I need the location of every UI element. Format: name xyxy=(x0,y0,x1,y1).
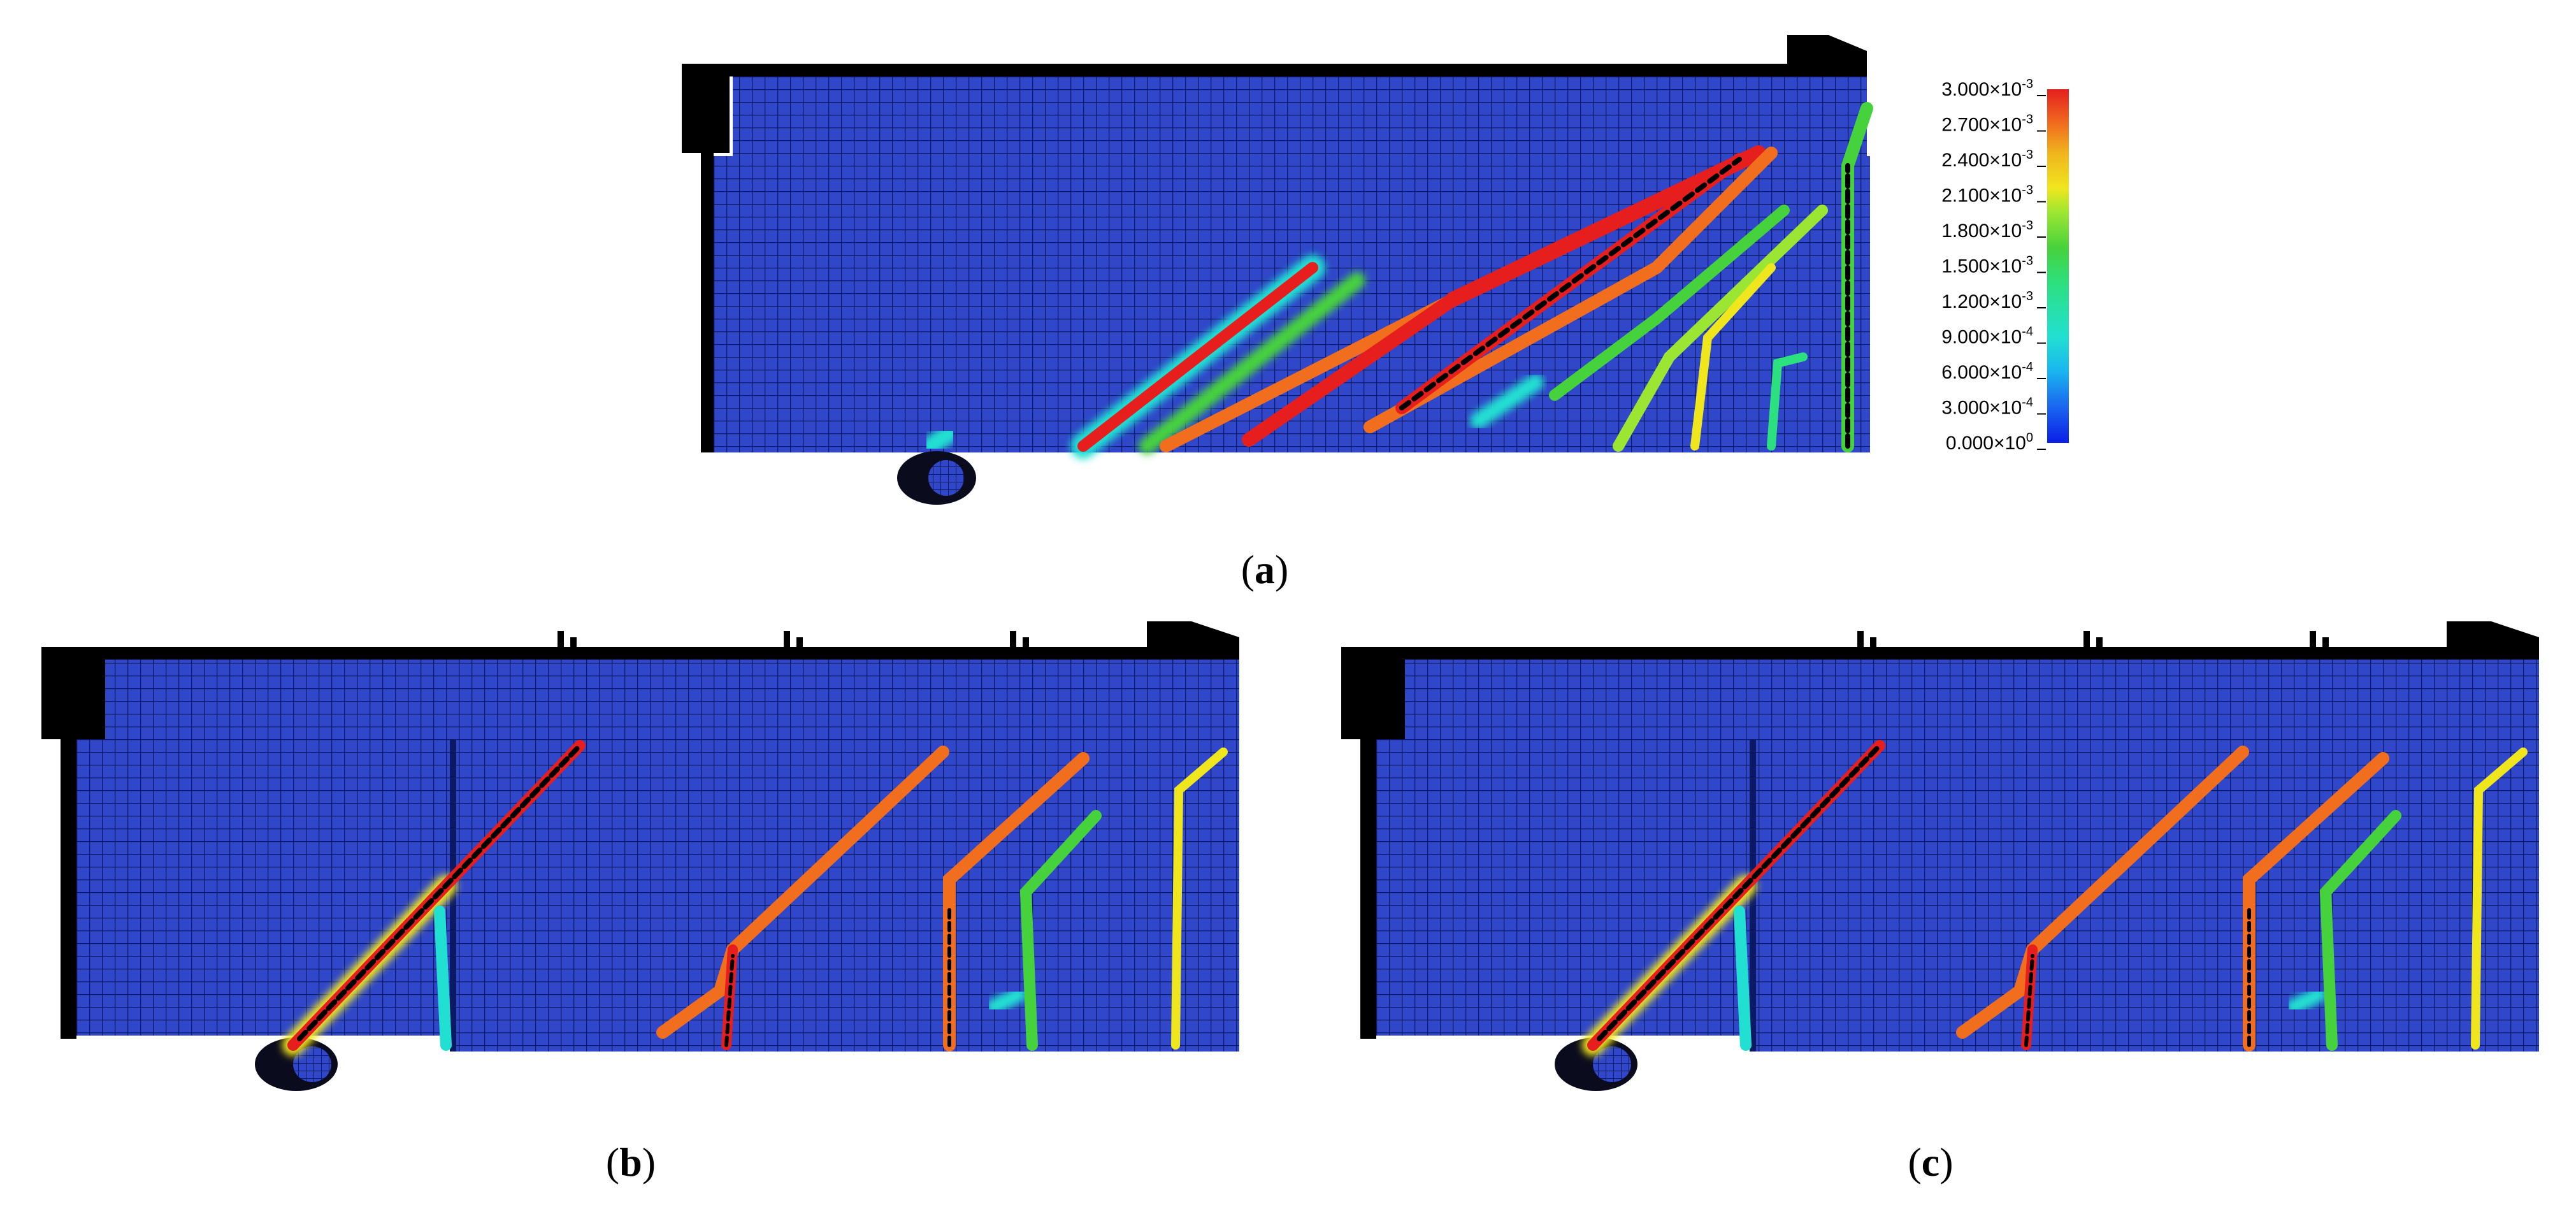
beam-c-roller-core xyxy=(1593,1046,1631,1082)
legend-tick-label: 2.400×10-3 xyxy=(1941,148,2033,171)
beam-c-flange xyxy=(1405,660,2539,742)
beam-a-left-edge xyxy=(701,147,714,452)
beam-b-load-plate xyxy=(1147,621,1239,656)
beam-b-web-left xyxy=(64,739,454,1036)
beam-a-left-support-block xyxy=(682,64,730,153)
beam-a-flange xyxy=(733,73,1867,156)
beam-c-top-edge xyxy=(1341,647,2539,660)
beam-c-stud-1 xyxy=(1857,631,1864,647)
beam-b-top-edge xyxy=(41,647,1239,660)
beam-b-stud-1 xyxy=(558,631,564,647)
panel-label-c: (c) xyxy=(1908,1139,1953,1185)
beam-c-web-right xyxy=(1753,739,2539,1052)
panel-label-a: (a) xyxy=(1241,547,1289,592)
beam-c-web-left xyxy=(1364,739,1753,1036)
beam-b-web-right xyxy=(454,739,1239,1052)
beam-c-joint xyxy=(1750,739,1756,1052)
beam-c-load-plate xyxy=(2447,621,2539,656)
crack-bands-b xyxy=(282,740,1228,1056)
panel-c xyxy=(1341,621,2539,1091)
legend-tick-label: 2.100×10-3 xyxy=(1941,184,2033,206)
beam-b-roller-core xyxy=(293,1046,331,1082)
legend-tick-label: 1.800×10-3 xyxy=(1941,219,2033,242)
beam-b-stud-6 xyxy=(1023,637,1029,647)
crack-bands-a xyxy=(921,102,1873,459)
beam-c-stud-6 xyxy=(2322,637,2329,647)
legend-tick-label: 6.000×10-4 xyxy=(1941,360,2033,383)
colorbar xyxy=(2047,89,2069,443)
beam-c-left-support-block xyxy=(1341,647,1405,739)
legend-tick-label: 0.000×100 xyxy=(1946,431,2033,454)
beam-a-top-edge xyxy=(682,64,1867,76)
legend-tick-label: 9.000×10-4 xyxy=(1941,325,2033,348)
panel-b xyxy=(41,621,1239,1091)
beam-c-left-edge xyxy=(1360,730,1376,1039)
colorbar-legend: 3.000×10-3 2.700×10-3 2.400×10-3 2.100×10-3… xyxy=(1941,77,2069,454)
beam-a-load-plate xyxy=(1787,35,1867,73)
beam-c-stud-5 xyxy=(2310,631,2316,647)
beam-b-stud-2 xyxy=(570,637,577,647)
beam-b-left-support-block xyxy=(41,647,105,739)
legend-tick-label: 2.700×10-3 xyxy=(1941,113,2033,136)
legend-tick-label: 3.000×10-3 xyxy=(1941,77,2033,100)
beam-c-stud-2 xyxy=(1870,637,1876,647)
legend-tick-label: 1.500×10-3 xyxy=(1941,254,2033,277)
beam-b-joint xyxy=(450,739,456,1052)
legend-tick-label: 1.200×10-3 xyxy=(1941,289,2033,312)
panel-label-b: (b) xyxy=(606,1139,656,1185)
beam-c-stud-4 xyxy=(2096,637,2103,647)
legend-tick-label: 3.000×10-4 xyxy=(1941,396,2033,419)
beam-b-stud-3 xyxy=(784,631,790,647)
beam-b-stud-4 xyxy=(796,637,803,647)
beam-b-stud-5 xyxy=(1010,631,1016,647)
beam-c-stud-3 xyxy=(2083,631,2090,647)
beam-b-flange xyxy=(105,660,1239,742)
beam-a-roller-core xyxy=(928,460,964,496)
beam-b-left-edge xyxy=(61,730,76,1039)
panel-a xyxy=(682,35,1873,505)
legend-ticks: 3.000×10-3 2.700×10-3 2.400×10-3 2.100×10-3… xyxy=(1941,77,2046,454)
crack-bands-c xyxy=(1582,740,2528,1056)
